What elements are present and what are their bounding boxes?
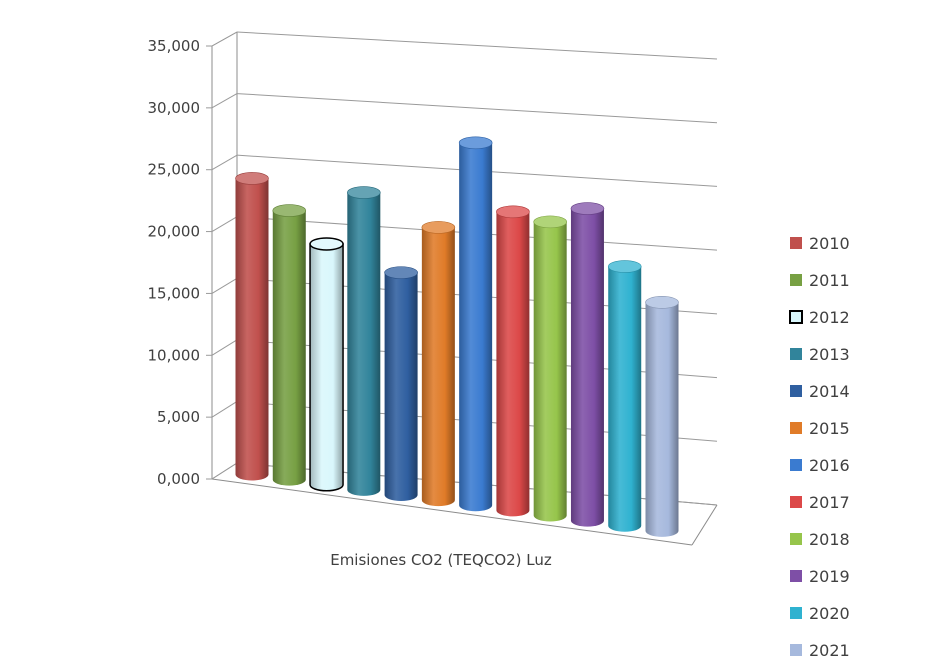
legend-swatch [790, 422, 802, 434]
bar-2013 [347, 186, 381, 496]
bar-cap [496, 205, 530, 219]
bar-body [608, 266, 642, 532]
bar-2017 [496, 205, 530, 517]
y-tick-label: 0,000 [157, 470, 200, 488]
legend-item-2014: 2014 [790, 382, 850, 401]
y-tick-label: 30,000 [148, 99, 201, 117]
bar-body [496, 211, 530, 517]
legend-item-2021: 2021 [790, 641, 850, 660]
bar-body [533, 221, 567, 522]
legend-label: 2018 [809, 530, 850, 549]
legend-label: 2010 [809, 234, 850, 253]
bar-2015 [421, 221, 456, 507]
legend-label: 2011 [809, 271, 850, 290]
x-axis-label: Emisiones CO2 (TEQCO2) Luz [330, 551, 552, 569]
legend-swatch [790, 274, 802, 286]
bar-body [645, 302, 679, 537]
legend-label: 2012 [809, 308, 850, 327]
legend-item-2010: 2010 [790, 234, 850, 253]
legend-label: 2014 [809, 382, 850, 401]
legend-item-2016: 2016 [790, 456, 850, 475]
bar-cap [645, 296, 679, 309]
legend-label: 2015 [809, 419, 850, 438]
bar-2011 [272, 204, 307, 486]
legend-swatch [790, 533, 802, 545]
bar-cap [533, 215, 567, 229]
bar-body [459, 142, 493, 512]
bar-cap [570, 202, 605, 215]
bar-body [235, 178, 269, 481]
bar-2016 [458, 136, 493, 512]
bar-body [309, 243, 344, 492]
legend-swatch [790, 348, 802, 360]
legend-label: 2021 [809, 641, 850, 660]
bar-cap [309, 237, 344, 251]
bar-body [384, 272, 418, 501]
legend-item-2019: 2019 [790, 567, 850, 586]
legend-swatch [789, 310, 803, 324]
y-tick-label: 25,000 [148, 161, 201, 179]
bar-cap [235, 172, 269, 185]
legend-item-2012: 2012 [789, 308, 850, 327]
bar-body [272, 210, 306, 486]
legend-swatch [790, 496, 802, 508]
legend-label: 2016 [809, 456, 850, 475]
bar-cap [607, 260, 642, 273]
bar-cap [421, 221, 456, 234]
legend-swatch [790, 607, 802, 619]
legend-label: 2020 [809, 604, 850, 623]
bar-2019 [570, 202, 605, 527]
bar-2010 [235, 172, 269, 481]
bar-body [347, 192, 381, 496]
bar-body [421, 227, 455, 507]
legend-label: 2013 [809, 345, 850, 364]
bar-2020 [607, 260, 642, 532]
y-tick-label: 5,000 [157, 408, 200, 426]
legend-swatch [790, 459, 802, 471]
legend-item-2017: 2017 [790, 493, 850, 512]
bar-2014 [384, 266, 418, 501]
bar-cap [347, 186, 381, 199]
y-tick-label: 35,000 [148, 37, 201, 55]
legend-item-2018: 2018 [790, 530, 850, 549]
legend-item-2011: 2011 [790, 271, 850, 290]
legend-item-2015: 2015 [790, 419, 850, 438]
bar-cap [384, 266, 418, 279]
bar-2021 [645, 296, 679, 537]
legend-label: 2019 [809, 567, 850, 586]
y-tick-label: 15,000 [148, 284, 201, 302]
legend-swatch [790, 237, 802, 249]
legend-swatch [790, 570, 802, 582]
bar-cap [458, 136, 493, 150]
y-tick-label: 10,000 [148, 346, 201, 364]
bar-2018 [533, 215, 567, 522]
legend-label: 2017 [809, 493, 850, 512]
bar-body [570, 208, 604, 527]
legend-item-2020: 2020 [790, 604, 850, 623]
bar-2012 [309, 237, 344, 492]
bar-cap [272, 204, 307, 217]
legend-swatch [790, 644, 802, 656]
bars [235, 136, 679, 537]
legend-item-2013: 2013 [790, 345, 850, 364]
y-tick-label: 20,000 [148, 223, 201, 241]
legend: 2010 2011 2012 2013 2014 2015 2016 2017 2018 2019… [789, 234, 850, 660]
legend-swatch [790, 385, 802, 397]
y-axis-ticks: 0,000 5,000 10,000 15,000 20,000 25,000 30,000… [148, 37, 201, 488]
